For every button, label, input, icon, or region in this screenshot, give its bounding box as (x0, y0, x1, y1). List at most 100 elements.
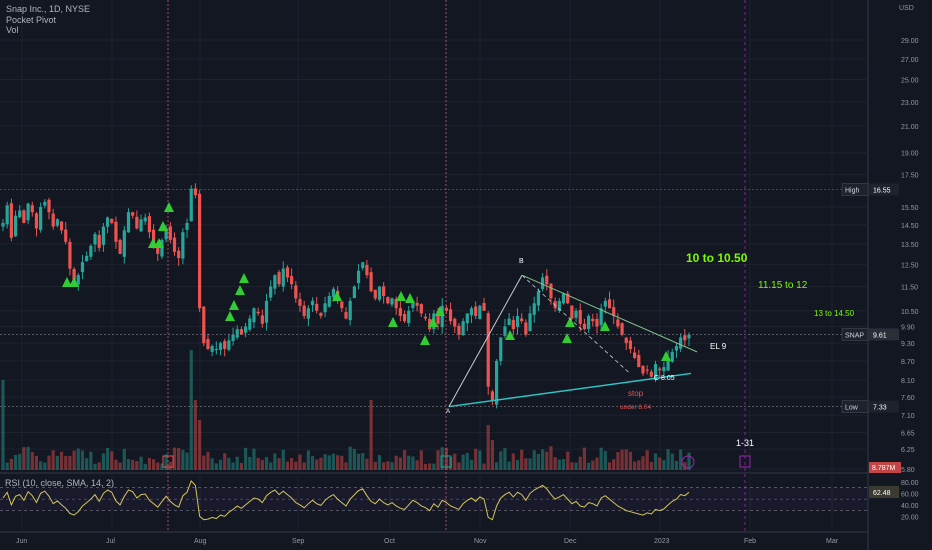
candle-body (486, 313, 490, 387)
volume-bar (436, 450, 440, 470)
candle-body (645, 369, 649, 371)
volume-bar (235, 456, 239, 470)
volume-bar (260, 459, 264, 470)
volume-bar (336, 455, 340, 470)
rsi-tick-label: 80.00 (901, 480, 919, 487)
volume-bar (348, 446, 352, 470)
candle-body (616, 319, 620, 327)
volume-bar (172, 447, 177, 470)
volume-bar (616, 452, 620, 470)
volume-bar (540, 449, 545, 470)
candle-body (114, 221, 118, 242)
price-tick-label: 10.50 (901, 309, 919, 316)
volume-bar (93, 463, 97, 470)
candle-body (189, 188, 193, 222)
pocket-pivot-icon (562, 333, 572, 343)
candle-body (440, 305, 444, 328)
candle-body (256, 311, 260, 314)
candle-body (340, 301, 344, 309)
candle-body (574, 310, 578, 318)
candle-body (515, 315, 520, 327)
candle-body (415, 302, 419, 306)
candle-body (143, 217, 147, 222)
candle-body (294, 285, 298, 299)
candle-body (26, 203, 30, 221)
candle-body (210, 346, 214, 352)
volume-bar (55, 455, 59, 470)
candle-body (540, 277, 545, 290)
candle-body (110, 218, 114, 223)
candle-body (570, 305, 574, 319)
volume-bar (641, 456, 645, 470)
volume-bar (105, 447, 110, 470)
candle-body (93, 234, 97, 245)
candle-body (666, 357, 670, 371)
volume-bar (478, 450, 482, 470)
candle-body (662, 367, 666, 372)
candle-body (244, 326, 248, 333)
volume-bar (285, 461, 290, 470)
candle-body (260, 315, 264, 324)
pocket-pivot-icon (229, 300, 239, 310)
volume-bar (612, 459, 616, 470)
candle-body (653, 364, 658, 380)
candle-body (105, 217, 110, 227)
candle-body (239, 329, 244, 335)
volume-bar (76, 448, 80, 470)
volume-bar (595, 457, 599, 470)
rsi-value-tag (869, 486, 899, 499)
target-label-3: 13 to 14.50 (814, 309, 855, 318)
volume-bar (520, 449, 524, 470)
price-tick-label: 9.90 (901, 324, 915, 331)
volume-bar (574, 462, 578, 470)
candle-body (323, 303, 327, 313)
pocket-pivot-icon (332, 291, 342, 301)
volume-bar (160, 463, 164, 470)
volume-bar (185, 452, 189, 470)
candle-body (448, 309, 453, 322)
volume-bar (679, 449, 683, 470)
candle-body (30, 205, 34, 213)
candle-body (394, 299, 398, 309)
volume-bar (461, 454, 465, 470)
candle-body (561, 293, 566, 304)
candle-body (218, 343, 223, 350)
candle-body (290, 276, 294, 285)
price-tag-name (841, 400, 869, 413)
candle-body (185, 222, 189, 230)
volume-bar (294, 461, 298, 470)
rsi-legend: RSI (10, close, SMA, 14, 2) (5, 478, 115, 488)
stop-detail-label: under 8.04 (620, 404, 651, 411)
candle-body (231, 334, 235, 342)
rsi-value-tag-label: 62.48 (873, 490, 891, 497)
candle-body (365, 264, 369, 276)
volume-bar (465, 452, 469, 470)
candle-body (273, 275, 277, 289)
price-tag-value-label: 16.55 (873, 188, 891, 195)
earnings-marker-icon (162, 455, 174, 468)
candle-body (164, 228, 168, 240)
volume-bar (202, 455, 206, 470)
volume-bar (566, 451, 570, 470)
candle-body (39, 206, 43, 230)
time-tick-label: Dec (564, 538, 577, 545)
upper-trendline (521, 274, 698, 353)
volume-bar (290, 457, 294, 470)
price-tag-value (869, 183, 899, 196)
volume-bar (683, 462, 687, 470)
price-tick-label: 12.50 (901, 262, 919, 269)
volume-bar (80, 450, 85, 470)
time-tick-label: Oct (384, 538, 395, 545)
pocket-pivot-icon (396, 291, 406, 301)
candle-body (386, 297, 390, 304)
volume-bar (570, 462, 574, 470)
candle-body (160, 239, 164, 257)
volume-bar (30, 451, 34, 470)
candle-body (683, 335, 687, 341)
candle-body (637, 355, 641, 368)
volume-bar (223, 453, 227, 470)
volume-bar (327, 455, 331, 470)
candle-body (302, 305, 306, 316)
candle-body (85, 255, 89, 262)
candle-body (595, 318, 599, 327)
